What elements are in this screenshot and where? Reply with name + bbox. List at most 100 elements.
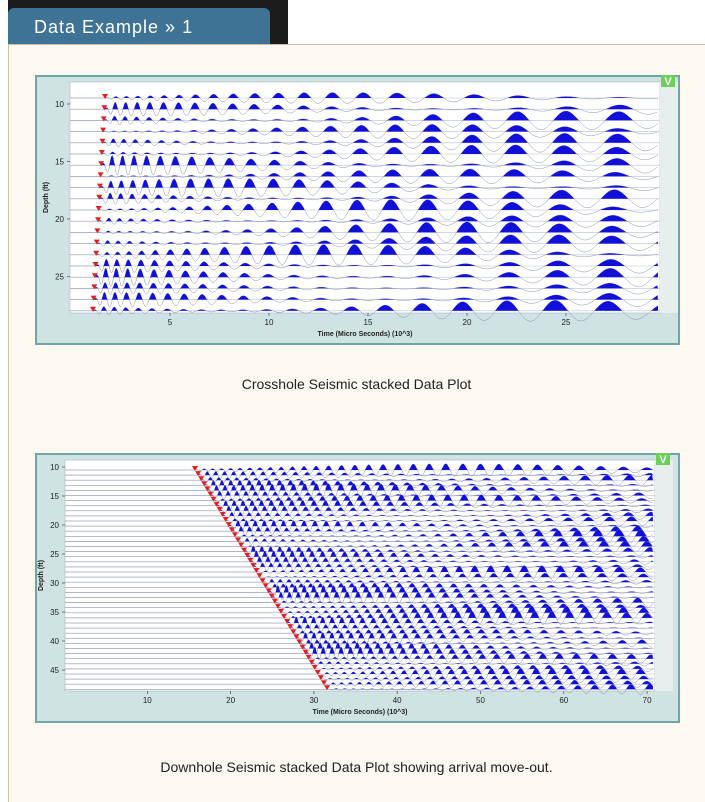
trace-wiggle: [65, 535, 654, 547]
trace-wiggle: [65, 679, 654, 689]
arrival-pick: [308, 659, 315, 665]
trace-fill: [96, 234, 658, 244]
trace-fill: [228, 520, 653, 527]
trace-fill: [103, 111, 659, 121]
trace-fill: [256, 565, 653, 572]
arrival-pick: [324, 685, 330, 691]
arrival-pick: [219, 511, 226, 517]
trace-fill: [95, 259, 659, 266]
arrival-pick: [262, 583, 269, 589]
x-tick-label: 15: [364, 318, 373, 327]
badge: V: [664, 76, 672, 88]
trace-wiggle: [65, 529, 653, 544]
arrival-pick: [96, 183, 103, 189]
arrival-pick: [244, 552, 251, 558]
arrival-pick: [277, 608, 284, 614]
trace-fill: [97, 222, 659, 233]
trace-fill: [247, 550, 654, 557]
arrival-pick: [95, 217, 102, 223]
trace-fill: [290, 624, 653, 629]
arrival-pick: [250, 562, 257, 568]
trace-fill: [259, 573, 653, 578]
trace-fill: [280, 606, 653, 613]
arrival-pick: [102, 94, 108, 99]
trace-fill: [100, 169, 658, 177]
arrival-pick: [98, 161, 105, 167]
y-tick-label: 35: [50, 608, 59, 617]
trace-fill: [323, 679, 653, 685]
arrival-pick: [228, 527, 235, 533]
trace-wiggle: [70, 168, 658, 185]
trace-fill: [320, 675, 653, 680]
trace-fill: [195, 463, 653, 470]
arrival-pick: [198, 476, 205, 482]
y-tick-label: 25: [50, 550, 59, 559]
arrival-pick: [238, 542, 245, 548]
trace-fill: [210, 491, 654, 496]
y-tick-label: 30: [50, 579, 59, 588]
y-tick-label: 15: [50, 492, 59, 501]
arrival-pick: [234, 537, 241, 543]
trace-fill: [103, 124, 658, 132]
trace-label-column: [655, 460, 673, 691]
arrival-pick: [274, 603, 281, 609]
trace-fill: [93, 292, 658, 300]
arrival-pick: [290, 629, 297, 635]
arrival-pick: [98, 150, 105, 155]
trace-fill: [299, 639, 653, 644]
trace-fill: [201, 474, 654, 481]
trace-fill: [104, 102, 659, 110]
x-tick-label: 30: [309, 696, 318, 705]
x-tick-label: 40: [393, 696, 402, 705]
trace-fill: [277, 603, 653, 608]
y-tick-label: 20: [50, 521, 59, 530]
trace-fill: [274, 597, 653, 603]
trace-fill: [213, 494, 653, 501]
trace-wiggle: [70, 244, 658, 266]
arrival-pick: [247, 557, 254, 563]
x-tick-label: 20: [226, 696, 235, 705]
arrival-pick: [96, 194, 103, 200]
trace-fill: [101, 155, 659, 166]
arrival-pick: [192, 466, 198, 471]
trace-fill: [271, 591, 653, 598]
tab-title[interactable]: Data Example » 1: [8, 8, 270, 44]
arrival-pick: [225, 522, 232, 528]
trace-fill: [96, 244, 658, 255]
arrival-pick: [317, 675, 324, 681]
arrival-pick: [253, 568, 260, 573]
arrival-pick: [281, 613, 288, 619]
arrival-pick: [99, 138, 106, 144]
y-axis-label: Depth (ft): [38, 560, 45, 591]
arrival-pick: [231, 532, 238, 538]
arrival-pick: [222, 517, 229, 522]
trace-fill: [225, 516, 653, 521]
trace-fill: [216, 500, 653, 506]
y-tick-label: 20: [55, 215, 64, 224]
arrival-pick: [94, 228, 101, 234]
trace-label-column: [660, 82, 678, 313]
trace-wiggle: [70, 154, 658, 176]
arrival-pick: [305, 654, 312, 660]
trace-fill: [204, 480, 654, 486]
x-tick-label: 70: [643, 696, 652, 705]
badge: V: [659, 454, 667, 466]
x-tick-label: 5: [168, 318, 173, 327]
trace-fill: [105, 92, 658, 98]
trace-fill: [296, 632, 653, 639]
trace-fill: [317, 668, 653, 674]
arrival-pick: [210, 496, 217, 502]
arrival-pick: [93, 250, 100, 256]
x-tick-label: 50: [476, 696, 485, 705]
arrival-pick: [314, 670, 321, 675]
trace-fill: [99, 189, 658, 199]
trace-fill: [262, 579, 653, 583]
arrival-pick: [311, 664, 318, 670]
trace-wiggle: [65, 675, 653, 683]
trace-fill: [305, 646, 653, 654]
trace-fill: [268, 585, 653, 593]
arrival-pick: [207, 491, 214, 497]
trace-fill: [302, 642, 653, 649]
trace-wiggle: [65, 562, 653, 572]
trace-fill: [308, 653, 653, 659]
